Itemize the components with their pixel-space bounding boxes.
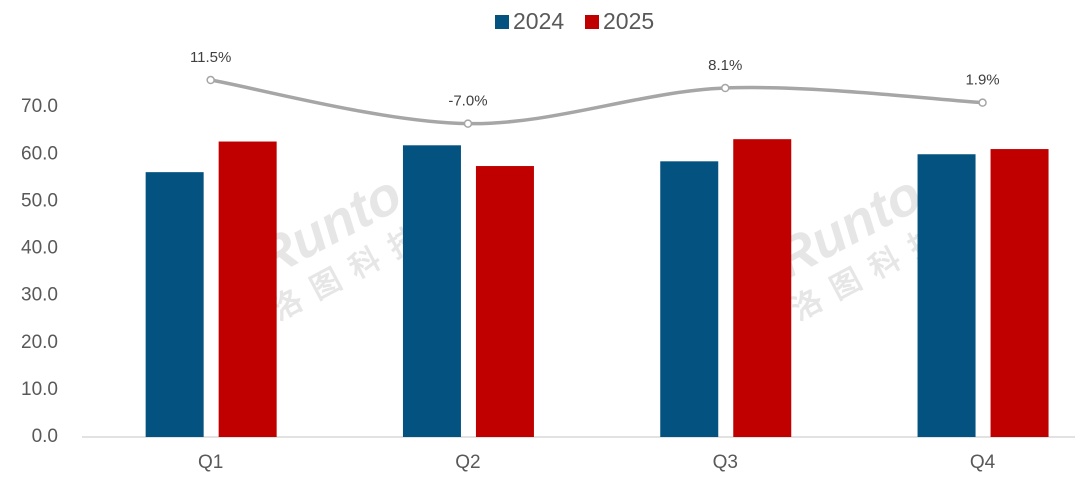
y-tick-label: 70.0 xyxy=(21,96,58,117)
y-tick-label: 30.0 xyxy=(21,285,58,306)
y-tick-label: 10.0 xyxy=(21,379,58,400)
y-tick-label: 50.0 xyxy=(21,190,58,211)
growth-line xyxy=(210,78,983,126)
growth-point xyxy=(463,119,473,128)
y-tick-label: 60.0 xyxy=(21,143,58,164)
x-tick-label: Q1 xyxy=(198,452,223,473)
data-label: -7.0% xyxy=(448,93,487,110)
bar xyxy=(145,172,204,437)
bar xyxy=(402,145,461,437)
legend-swatch xyxy=(495,15,509,29)
y-tick-label: 40.0 xyxy=(21,238,58,259)
x-tick-label: Q3 xyxy=(713,452,738,473)
y-tick-label: 20.0 xyxy=(21,332,58,353)
bar xyxy=(475,166,534,437)
bar xyxy=(990,149,1049,437)
bar xyxy=(660,161,719,437)
x-tick-label: Q4 xyxy=(970,452,996,473)
bar xyxy=(733,139,792,438)
growth-point xyxy=(206,75,215,85)
bar xyxy=(218,141,277,437)
data-label: 11.5% xyxy=(190,49,231,66)
legend-label: 2025 xyxy=(603,8,654,34)
data-label: 1.9% xyxy=(965,72,999,89)
bar xyxy=(917,154,976,437)
legend-label: 2024 xyxy=(513,8,564,34)
data-label: 8.1% xyxy=(708,57,742,74)
growth-point xyxy=(721,83,730,93)
growth-point xyxy=(978,98,987,107)
x-tick-label: Q2 xyxy=(455,452,480,473)
y-tick-label: 0.0 xyxy=(32,426,58,447)
legend-swatch xyxy=(585,15,599,29)
